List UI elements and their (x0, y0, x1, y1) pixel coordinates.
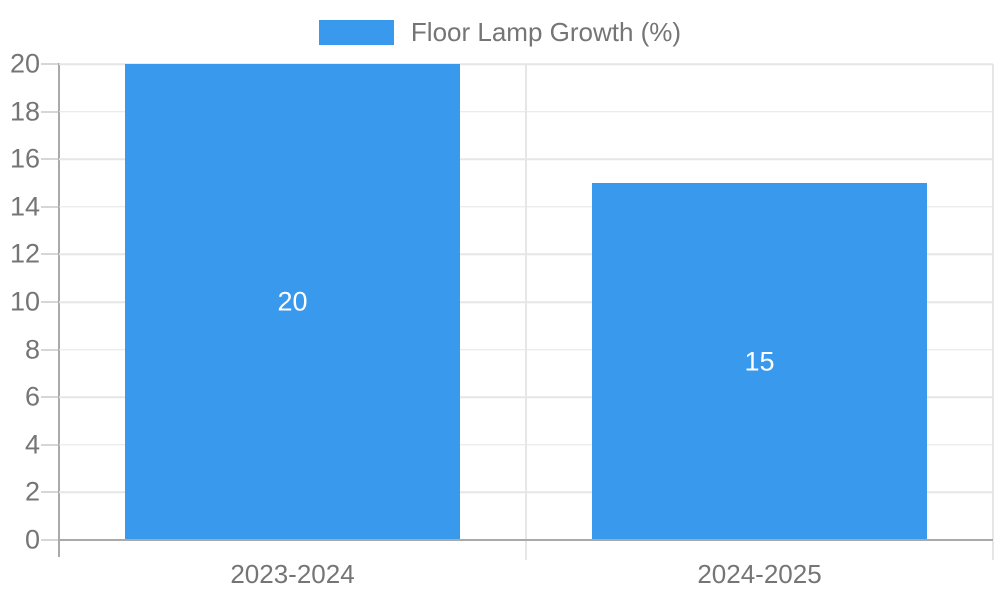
y-tick-label: 20 (9, 48, 40, 79)
y-tick (41, 110, 58, 113)
legend-label: Floor Lamp Growth (%) (410, 16, 682, 47)
plot-area: 20 15 (59, 63, 994, 540)
x-tick-label-2024-2025: 2024-2025 (697, 559, 822, 589)
bar-2023-2024[interactable]: 20 (125, 64, 460, 540)
y-tick (41, 491, 58, 494)
y-tick (41, 396, 58, 399)
bar-2024-2025[interactable]: 15 (592, 183, 927, 540)
y-tick-label: 10 (9, 286, 40, 317)
y-tick (41, 443, 58, 446)
y-axis-line (58, 63, 60, 557)
y-tick-label: 16 (9, 143, 40, 174)
y-tick (41, 348, 58, 351)
y-tick-label: 18 (9, 96, 40, 127)
gridline-vertical (992, 64, 994, 540)
y-tick-label: 2 (24, 476, 40, 507)
x-axis-line (59, 539, 993, 541)
y-tick-label: 12 (9, 238, 40, 269)
x-tick-label-2023-2024: 2023-2024 (230, 559, 355, 589)
y-tick-label: 6 (24, 381, 40, 412)
legend-swatch (318, 19, 394, 45)
y-tick-label: 8 (24, 334, 40, 365)
bar-value-label: 20 (277, 286, 308, 317)
y-tick-label: 4 (24, 429, 40, 460)
x-tick (525, 541, 527, 560)
y-tick-label: 0 (24, 524, 40, 555)
y-tick (41, 539, 58, 541)
gridline-vertical (525, 64, 527, 540)
y-tick (41, 158, 58, 161)
y-tick (41, 63, 58, 65)
y-tick (41, 205, 58, 208)
y-tick-label: 14 (9, 191, 40, 222)
bar-value-label: 15 (744, 346, 775, 376)
x-tick (992, 541, 994, 560)
y-tick (41, 301, 58, 303)
y-tick (41, 253, 58, 256)
chart-legend[interactable]: Floor Lamp Growth (%) (0, 16, 1000, 47)
